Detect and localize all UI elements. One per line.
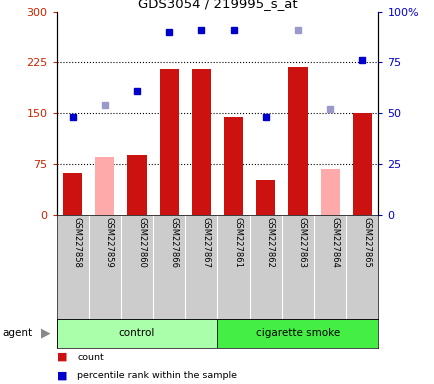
Bar: [352, 113, 371, 215]
Text: agent: agent: [2, 328, 32, 338]
Bar: [95, 157, 114, 215]
Text: GSM227861: GSM227861: [233, 217, 242, 268]
Text: GSM227860: GSM227860: [137, 217, 146, 268]
Text: GSM227862: GSM227862: [265, 217, 274, 268]
Text: GSM227865: GSM227865: [362, 217, 371, 268]
Bar: [63, 173, 82, 215]
Bar: [191, 69, 210, 215]
Text: count: count: [77, 353, 104, 362]
Text: GSM227858: GSM227858: [72, 217, 82, 268]
Text: cigarette smoke: cigarette smoke: [255, 328, 339, 338]
Text: GSM227864: GSM227864: [329, 217, 339, 268]
Text: ■: ■: [56, 371, 67, 381]
Title: GDS3054 / 219995_s_at: GDS3054 / 219995_s_at: [138, 0, 296, 10]
Text: ▶: ▶: [41, 327, 50, 339]
Text: GSM227866: GSM227866: [169, 217, 178, 268]
Text: control: control: [118, 328, 155, 338]
Text: GSM227859: GSM227859: [105, 217, 114, 268]
Bar: [159, 69, 178, 215]
Bar: [56, 319, 217, 348]
Text: percentile rank within the sample: percentile rank within the sample: [77, 371, 237, 380]
Bar: [320, 169, 339, 215]
Text: ■: ■: [56, 352, 67, 362]
Bar: [127, 156, 146, 215]
Bar: [217, 319, 378, 348]
Bar: [256, 180, 275, 215]
Text: GSM227867: GSM227867: [201, 217, 210, 268]
Bar: [224, 117, 243, 215]
Text: GSM227863: GSM227863: [297, 217, 306, 268]
Bar: [288, 67, 307, 215]
